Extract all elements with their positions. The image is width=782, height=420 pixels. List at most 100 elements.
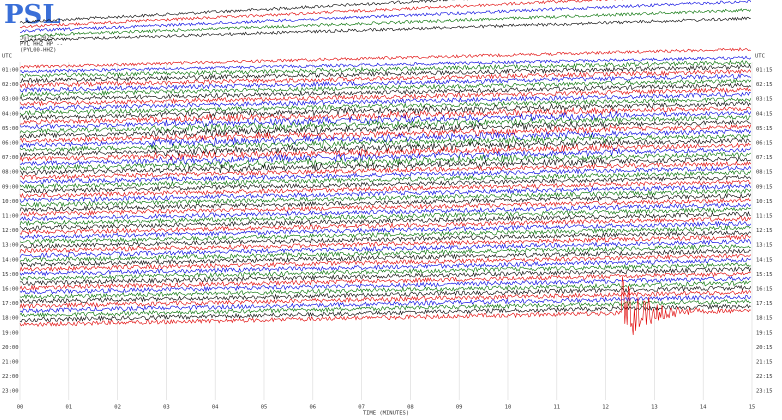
trace	[19, 137, 751, 157]
y-tick-label-left: 18:00	[2, 316, 19, 322]
y-tick-label-left: 02:00	[2, 82, 19, 88]
y-tick-label-left: 07:00	[2, 155, 19, 161]
x-tick-label: 09	[456, 405, 463, 411]
trace	[19, 156, 751, 176]
y-tick-label-left: 04:00	[2, 111, 19, 117]
right-axis-title: UTC	[755, 54, 765, 60]
y-tick-label-right: 19:15	[756, 330, 773, 336]
trace	[19, 165, 752, 185]
x-tick-label: 04	[212, 405, 219, 411]
trace	[19, 303, 751, 323]
trace	[19, 179, 751, 199]
trace	[19, 0, 624, 29]
x-tick-label: 05	[261, 405, 268, 411]
y-tick-label-right: 13:15	[756, 243, 773, 249]
trace	[19, 298, 751, 318]
trace	[19, 262, 751, 281]
y-tick-label-left: 13:00	[2, 243, 19, 249]
trace	[19, 124, 752, 144]
x-tick-label: 13	[651, 405, 658, 411]
trace	[19, 216, 752, 236]
trace	[19, 211, 751, 231]
y-tick-label-left: 20:00	[2, 345, 19, 351]
trace	[19, 152, 751, 171]
y-tick-label-left: 12:00	[2, 228, 19, 234]
y-tick-label-left: 14:00	[2, 257, 19, 263]
trace	[19, 230, 752, 249]
y-tick-label-right: 09:15	[756, 184, 773, 190]
y-tick-label-right: 14:15	[756, 257, 773, 263]
x-tick-label: 12	[602, 405, 609, 411]
trace	[19, 183, 752, 203]
header-line: PYL HHZ HP --	[20, 42, 63, 48]
trace	[19, 16, 751, 43]
x-tick-label: 01	[65, 405, 72, 411]
trace	[19, 8, 752, 37]
trace	[19, 147, 752, 166]
x-tick-label: 08	[407, 405, 414, 411]
trace	[19, 197, 751, 217]
y-tick-label-left: 10:00	[2, 199, 19, 205]
y-tick-label-right: 02:15	[756, 82, 773, 88]
trace	[19, 276, 751, 336]
y-tick-label-right: 23:15	[756, 389, 773, 395]
y-tick-label-left: 22:00	[2, 374, 19, 380]
trace	[19, 289, 752, 309]
trace	[19, 63, 752, 84]
trace	[19, 284, 752, 304]
trace	[19, 244, 751, 263]
trace	[19, 271, 752, 291]
x-tick-label: 00	[17, 405, 24, 411]
y-tick-label-right: 17:15	[756, 301, 773, 307]
y-tick-label-left: 19:00	[2, 330, 19, 336]
trace	[19, 220, 752, 240]
trace	[19, 0, 752, 33]
trace	[19, 128, 752, 149]
trace	[19, 73, 751, 93]
x-tick-label: 14	[700, 405, 707, 411]
trace	[19, 266, 752, 286]
trace	[19, 119, 751, 139]
y-tick-label-right: 12:15	[756, 228, 773, 234]
x-axis-title: TIME (MINUTES)	[363, 411, 409, 417]
trace	[19, 78, 752, 97]
x-tick-label: 10	[505, 405, 512, 411]
trace	[19, 206, 751, 227]
trace	[19, 110, 752, 130]
header-line: Jul23,2025	[20, 36, 53, 42]
y-tick-label-right: 04:15	[756, 111, 773, 117]
labels: 00 01 02 03 04 05 06 07 08 09 10 11 12 13 14 15 01:00 02:…	[2, 68, 773, 411]
trace	[19, 69, 752, 89]
trace	[19, 82, 751, 102]
trace	[19, 101, 752, 121]
trace	[19, 170, 752, 190]
trace	[19, 280, 751, 300]
y-tick-label-right: 22:15	[756, 374, 773, 380]
trace	[19, 234, 751, 254]
y-tick-label-left: 08:00	[2, 170, 19, 176]
x-tick-label: 03	[163, 405, 170, 411]
y-tick-label-right: 18:15	[756, 316, 773, 322]
trace	[19, 47, 751, 69]
y-tick-label-left: 03:00	[2, 97, 19, 103]
y-tick-label-right: 01:15	[756, 68, 773, 74]
trace	[19, 193, 752, 213]
y-tick-label-right: 16:15	[756, 287, 773, 293]
trace	[19, 239, 752, 259]
header-line: (PYL00-HHZ)	[20, 48, 56, 54]
trace	[19, 225, 751, 245]
x-tick-label: 15	[749, 405, 756, 411]
y-tick-label-right: 06:15	[756, 141, 773, 147]
x-tick-label: 06	[309, 405, 316, 411]
x-tick-label: 02	[114, 405, 121, 411]
traces	[19, 0, 752, 336]
trace	[19, 257, 752, 277]
y-tick-label-left: 23:00	[2, 389, 19, 395]
trace	[19, 115, 751, 134]
trace	[19, 87, 752, 107]
trace	[19, 202, 752, 222]
y-tick-label-left: 05:00	[2, 126, 19, 132]
trace	[19, 188, 752, 208]
trace	[19, 294, 752, 314]
